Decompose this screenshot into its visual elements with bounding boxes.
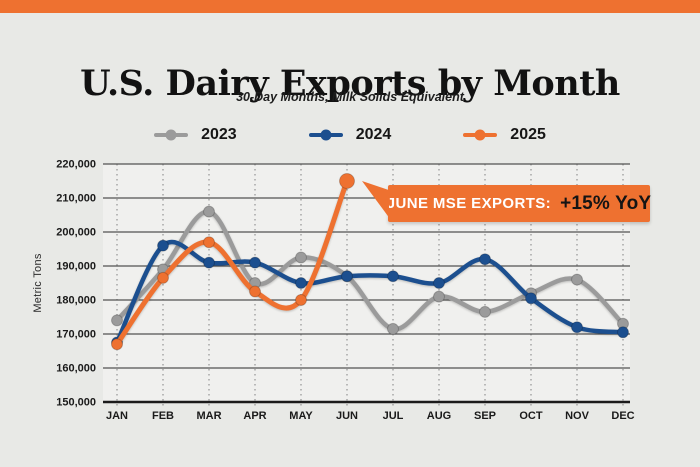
y-tick-label: 220,000 <box>56 159 96 171</box>
x-tick-label: DEC <box>611 410 634 422</box>
series-2024-point <box>249 256 261 269</box>
legend-dot-2025-icon <box>474 129 486 141</box>
series-2024-point <box>387 270 399 283</box>
legend-label-2024: 2024 <box>355 126 392 143</box>
series-2024-point <box>295 277 307 289</box>
legend-item-2025: 2025 <box>463 126 546 144</box>
series-2024-point <box>525 292 537 305</box>
x-tick-label: OCT <box>519 410 543 422</box>
series-2025-point <box>111 338 123 351</box>
june-exports-callout: JUNE MSE EXPORTS: +15% YoY <box>362 181 652 222</box>
y-tick-label: 200,000 <box>56 227 96 239</box>
series-2023-point <box>111 314 123 327</box>
series-2024-point <box>341 270 353 283</box>
x-tick-label: JUN <box>336 410 358 422</box>
y-tick-label: 210,000 <box>56 193 96 205</box>
series-2025-point <box>203 236 215 249</box>
series-2025-point <box>157 271 169 284</box>
top-accent-bar <box>0 0 700 13</box>
legend-label-2025: 2025 <box>510 126 546 143</box>
x-tick-label: JUL <box>383 410 404 422</box>
legend-marker-2023-icon <box>154 129 189 141</box>
x-tick-label: JAN <box>106 410 128 422</box>
legend-dot-2024-icon <box>320 129 332 141</box>
chart-legend: 2023 2024 2025 <box>0 122 700 148</box>
x-tick-label: FEB <box>152 410 174 422</box>
legend-marker-2024-icon <box>308 129 343 141</box>
series-2023-point <box>387 322 399 335</box>
y-tick-label: 160,000 <box>56 363 96 375</box>
series-2023-point <box>433 290 445 303</box>
y-tick-label: 150,000 <box>56 397 96 409</box>
legend-item-2023: 2023 <box>154 126 237 144</box>
series-2023-point <box>571 273 583 286</box>
series-2024-point <box>433 277 445 289</box>
series-2023-point <box>203 205 215 218</box>
callout-label: JUNE MSE EXPORTS: <box>386 195 552 212</box>
chart-subtitle: 30-Day Months, Milk Solids Equivalent <box>236 90 464 104</box>
x-tick-label: AUG <box>427 410 451 422</box>
y-tick-label: 190,000 <box>56 261 96 273</box>
legend-dot-2023-icon <box>165 129 177 141</box>
x-tick-label: MAY <box>289 410 313 422</box>
series-2024-point <box>157 239 169 252</box>
legend-item-2024: 2024 <box>308 126 392 144</box>
series-2024-point <box>571 321 583 334</box>
y-tick-label: 170,000 <box>56 329 96 341</box>
y-tick-label: 180,000 <box>56 295 96 307</box>
series-2024-point <box>479 253 491 266</box>
series-2024-point <box>617 326 629 339</box>
x-tick-label: SEP <box>474 410 496 422</box>
legend-marker-2025-icon <box>463 129 498 141</box>
series-2025-point <box>295 294 307 306</box>
x-tick-label: NOV <box>565 410 590 422</box>
page-title: U.S. Dairy Exports by Month <box>80 63 620 105</box>
series-2023-point <box>479 305 491 318</box>
callout-value: +15% YoY <box>560 192 652 214</box>
series-2025-point <box>339 173 355 189</box>
x-tick-label: APR <box>243 410 266 422</box>
series-2024-point <box>203 256 215 269</box>
series-2025-point <box>249 285 261 298</box>
x-tick-label: MAR <box>196 410 221 422</box>
legend-label-2023: 2023 <box>201 126 237 143</box>
series-2023-point <box>295 251 307 264</box>
